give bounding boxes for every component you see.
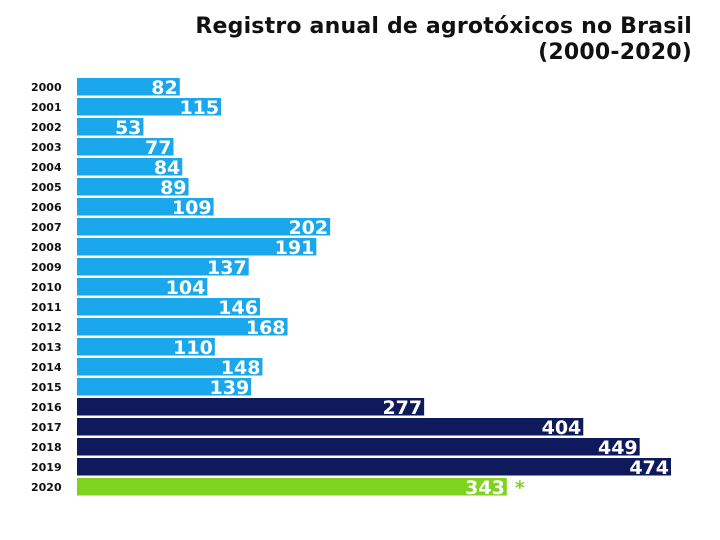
chart-title-line-1: Registro anual de agrotóxicos no Brasil [195, 14, 692, 39]
year-label-2009: 2009 [31, 261, 62, 274]
value-label-2009: 137 [207, 257, 247, 279]
year-label-2012: 2012 [31, 321, 62, 334]
value-label-2008: 191 [275, 237, 315, 259]
year-label-2015: 2015 [31, 381, 62, 394]
value-label-2016: 277 [382, 397, 422, 419]
bar-2007 [77, 218, 331, 236]
bar-2001 [77, 98, 222, 116]
year-label-2006: 2006 [31, 201, 62, 214]
chart-title: Registro anual de agrotóxicos no Brasil … [195, 14, 692, 66]
value-label-2003: 77 [145, 137, 171, 159]
value-label-2001: 115 [179, 97, 219, 119]
bar-2017 [77, 418, 584, 436]
bar-2018 [77, 438, 640, 456]
value-label-2002: 53 [115, 117, 141, 139]
year-label-2017: 2017 [31, 421, 62, 434]
value-label-2011: 146 [218, 297, 258, 319]
value-label-2007: 202 [288, 217, 328, 239]
year-label-2002: 2002 [31, 121, 62, 134]
year-label-2003: 2003 [31, 141, 62, 154]
year-label-2019: 2019 [31, 461, 62, 474]
bar-2020 [77, 478, 507, 496]
value-label-2010: 104 [166, 277, 206, 299]
bar-2006 [77, 198, 214, 216]
year-label-2005: 2005 [31, 181, 62, 194]
year-label-2014: 2014 [31, 361, 62, 374]
value-label-2017: 404 [542, 417, 582, 439]
year-label-2007: 2007 [31, 221, 62, 234]
year-label-2020: 2020 [31, 481, 62, 494]
chart-title-line-2: (2000-2020) [538, 40, 692, 65]
bar-2004 [77, 158, 183, 176]
value-label-2006: 109 [172, 197, 212, 219]
bar-2012 [77, 318, 288, 336]
year-label-2008: 2008 [31, 241, 62, 254]
value-label-2013: 110 [173, 337, 213, 359]
year-label-2016: 2016 [31, 401, 62, 414]
value-label-2005: 89 [160, 177, 186, 199]
bar-2011 [77, 298, 260, 316]
year-label-2001: 2001 [31, 101, 62, 114]
bar-2016 [77, 398, 425, 416]
bar-2009 [77, 258, 249, 276]
bar-2008 [77, 238, 317, 256]
value-label-2012: 168 [246, 317, 286, 339]
value-label-2020: 343 [465, 477, 505, 499]
value-label-2004: 84 [154, 157, 180, 179]
year-label-2000: 2000 [31, 81, 62, 94]
value-label-2000: 82 [151, 77, 177, 99]
bar-2002 [77, 118, 144, 136]
bar-2000 [77, 78, 180, 96]
bar-2010 [77, 278, 208, 296]
year-label-2018: 2018 [31, 441, 62, 454]
bar-2014 [77, 358, 263, 376]
bar-2013 [77, 338, 215, 356]
bar-2015 [77, 378, 252, 396]
year-label-2013: 2013 [31, 341, 62, 354]
bar-2005 [77, 178, 189, 196]
year-label-2011: 2011 [31, 301, 62, 314]
value-label-2018: 449 [598, 437, 638, 459]
value-label-2014: 148 [221, 357, 261, 379]
bar-2019 [77, 458, 671, 476]
value-label-2015: 139 [210, 377, 250, 399]
year-label-2004: 2004 [31, 161, 62, 174]
year-label-2010: 2010 [31, 281, 62, 294]
value-label-2019: 474 [629, 457, 669, 479]
bar-2003 [77, 138, 174, 156]
annotation-asterisk: * [515, 477, 525, 499]
